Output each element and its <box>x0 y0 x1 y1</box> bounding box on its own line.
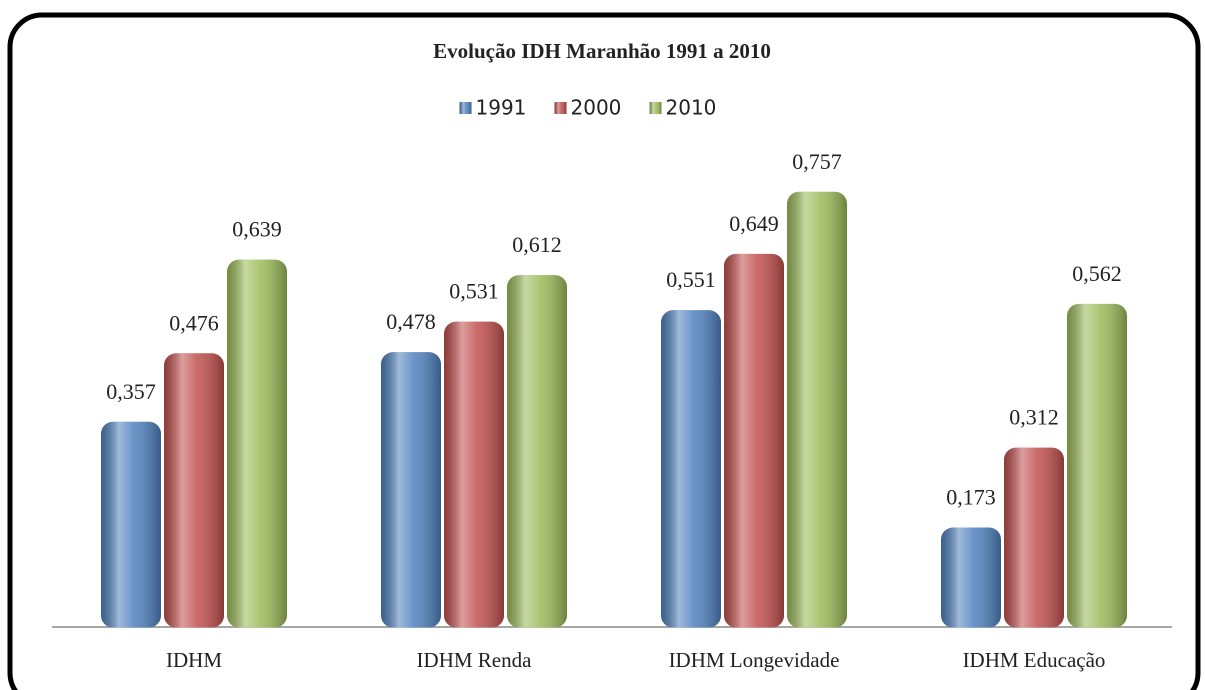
bar-shine <box>787 191 847 628</box>
chart-title: Evolução IDH Maranhão 1991 a 2010 <box>433 39 771 63</box>
legend-label: 2010 <box>666 96 717 120</box>
legend-label: 2000 <box>571 96 622 120</box>
bar-shine <box>444 321 504 628</box>
data-label: 0,357 <box>106 379 156 404</box>
data-label: 0,531 <box>449 279 499 304</box>
x-tick-label: IDHM Educação <box>963 648 1106 672</box>
data-label: 0,173 <box>946 485 996 510</box>
bar-shine <box>227 259 287 628</box>
bar-shine <box>507 275 567 628</box>
bar-shine <box>941 527 1001 628</box>
bar-shine <box>1067 303 1127 628</box>
data-label: 0,478 <box>386 309 436 334</box>
data-label: 0,757 <box>792 149 842 174</box>
frame <box>7 12 1201 690</box>
bar-shine <box>381 352 441 628</box>
legend-label: 1991 <box>476 96 527 120</box>
bar-shine <box>724 253 784 628</box>
x-tick-label: IDHM <box>166 648 222 672</box>
data-label: 0,312 <box>1009 405 1059 430</box>
data-label: 0,476 <box>169 310 219 335</box>
bar-shine <box>661 310 721 628</box>
data-label: 0,639 <box>232 217 282 242</box>
data-label: 0,612 <box>512 232 562 257</box>
legend-swatch-shine <box>459 102 472 114</box>
data-label: 0,562 <box>1072 261 1122 286</box>
bar-shine <box>164 353 224 628</box>
legend-swatch-shine <box>554 102 567 114</box>
data-label: 0,551 <box>666 267 716 292</box>
legend-swatch-shine <box>649 102 662 114</box>
bar-shine <box>1004 447 1064 628</box>
data-label: 0,649 <box>729 211 779 236</box>
bar-shine <box>101 421 161 628</box>
x-tick-label: IDHM Longevidade <box>669 648 840 672</box>
x-tick-label: IDHM Renda <box>417 648 533 672</box>
